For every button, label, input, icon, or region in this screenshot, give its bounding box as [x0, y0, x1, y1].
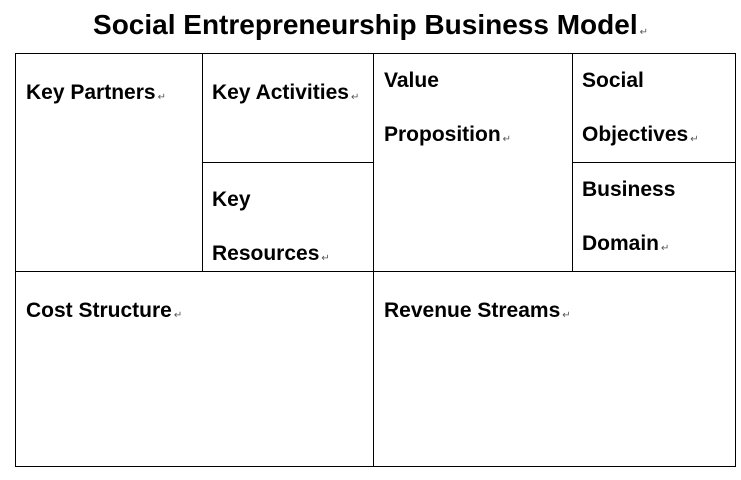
divider-partners-activities — [202, 54, 203, 271]
paragraph-mark-icon: ↵ — [502, 134, 512, 145]
business-domain-label: Business Domain — [582, 178, 676, 255]
divider-objectives-domain — [573, 162, 735, 163]
divider-activities-value — [373, 54, 374, 466]
divider-value-objectives — [572, 54, 573, 271]
paragraph-mark-icon: ↵ — [157, 92, 166, 103]
business-domain-cell[interactable]: Business Domain ↵ — [573, 163, 735, 271]
key-activities-label: Key Activities — [212, 81, 349, 104]
key-activities-cell[interactable]: Key Activities ↵ — [203, 54, 373, 162]
divider-activities-resources — [203, 162, 373, 163]
document-title-text: Social Entrepreneurship Business Model — [93, 9, 638, 40]
paragraph-mark-icon: ↵ — [639, 27, 648, 38]
revenue-streams-cell[interactable]: Revenue Streams ↵ — [374, 272, 735, 466]
paragraph-mark-icon: ↵ — [562, 310, 571, 321]
key-resources-label: Key Resources — [212, 188, 320, 265]
key-resources-cell[interactable]: Key Resources ↵ — [203, 163, 373, 271]
paragraph-mark-icon: ↵ — [350, 92, 360, 103]
cost-structure-cell[interactable]: Cost Structure ↵ — [16, 272, 373, 466]
divider-top-bottom — [16, 271, 735, 272]
key-partners-label: Key Partners — [26, 81, 156, 104]
value-proposition-cell[interactable]: Value Proposition ↵ — [374, 54, 572, 271]
paragraph-mark-icon: ↵ — [173, 310, 183, 321]
cost-structure-label: Cost Structure — [26, 299, 172, 322]
social-objectives-label: Social Objectives — [582, 69, 689, 146]
paragraph-mark-icon: ↵ — [321, 253, 330, 264]
social-objectives-cell[interactable]: Social Objectives ↵ — [573, 54, 735, 162]
key-partners-cell[interactable]: Key Partners ↵ — [16, 54, 202, 271]
paragraph-mark-icon: ↵ — [690, 134, 699, 145]
value-proposition-label: Value Proposition — [384, 69, 501, 146]
document-title: Social Entrepreneurship Business Model ↵ — [0, 6, 741, 52]
paragraph-mark-icon: ↵ — [661, 243, 670, 254]
business-model-canvas: Key Partners ↵ Key Activities ↵ Key Resour… — [15, 53, 736, 467]
revenue-streams-label: Revenue Streams — [384, 299, 561, 322]
